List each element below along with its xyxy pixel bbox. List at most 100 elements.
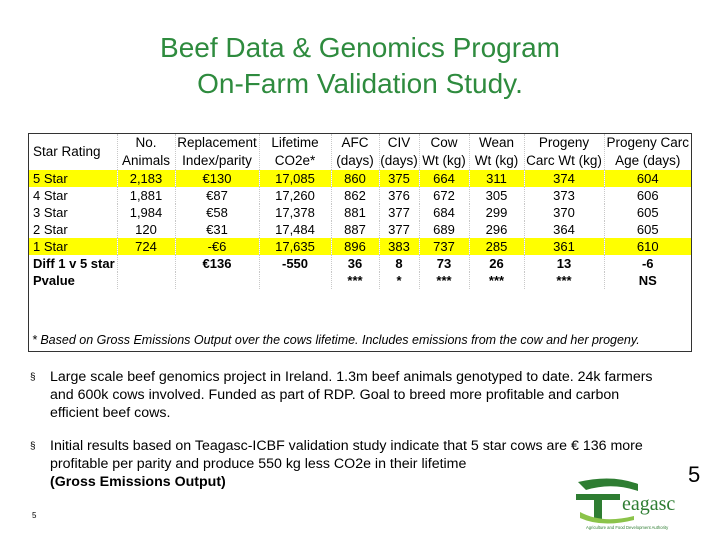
table-cell xyxy=(174,272,259,289)
table-cell: 311 xyxy=(468,170,524,187)
table-cell: €87 xyxy=(174,187,259,204)
table-cell: 605 xyxy=(603,204,691,221)
bullet-bold-text: (Gross Emissions Output) xyxy=(50,474,226,490)
column-header-line: (days) xyxy=(380,153,418,168)
row-label: 3 Star xyxy=(33,205,68,220)
table-cell: 604 xyxy=(603,170,691,187)
column-header-line: Progeny xyxy=(538,135,590,150)
table-row: 3 Star 1,984 €58 17,378 881 377 684 299 370 605 xyxy=(29,204,691,221)
bullet-list: § Large scale beef genomics project in I… xyxy=(30,368,670,506)
table-header: Star Rating No. Animals Replacement Index/pa… xyxy=(29,134,691,170)
table-cell: 305 xyxy=(468,187,524,204)
row-label: 4 Star xyxy=(33,188,68,203)
teagasc-logo: eagasc Agriculture and Food Development … xyxy=(576,478,675,530)
bullet-item-genomics: § Large scale beef genomics project in I… xyxy=(30,368,670,422)
table-cell: *** xyxy=(330,272,379,289)
table-row: 4 Star 1,881 €87 17,260 862 376 672 305 373 606 xyxy=(29,187,691,204)
bullet-marker: § xyxy=(30,372,36,383)
table-cell: NS xyxy=(603,272,691,289)
row-label: Pvalue xyxy=(33,273,75,288)
row-label: 5 Star xyxy=(29,170,117,187)
column-header: Wean Wt (kg) xyxy=(468,134,524,170)
table-row: Diff 1 v 5 star €136 -550 36 8 73 26 13 -6 xyxy=(29,255,691,272)
table-cell: 17,260 xyxy=(258,187,331,204)
column-header-line: (days) xyxy=(336,153,374,168)
table-cell: -550 xyxy=(258,255,331,272)
column-header-line: Replacement xyxy=(177,135,257,150)
table-cell: 610 xyxy=(603,238,691,255)
table-cell: 285 xyxy=(468,238,524,255)
column-header-line: No. xyxy=(135,135,157,150)
column-header-line: AFC xyxy=(341,135,369,150)
slide-title: Beef Data & Genomics Program On-Farm Val… xyxy=(0,30,720,102)
slide-number: 5 xyxy=(688,462,701,487)
row-label: 1 Star xyxy=(29,238,117,255)
table-row: 2 Star 120 €31 17,484 887 377 689 296 364 605 xyxy=(29,221,691,238)
table-cell: 724 xyxy=(116,238,175,255)
table-cell: 1,984 xyxy=(116,204,175,221)
table-cell: 737 xyxy=(418,238,469,255)
table-cell: 370 xyxy=(523,204,604,221)
logo-swoosh-bottom xyxy=(580,512,634,524)
table-cell: 73 xyxy=(418,255,469,272)
table-row: Pvalue *** * *** *** *** NS xyxy=(29,272,691,289)
bullet-marker: § xyxy=(30,441,36,452)
table-footnote: * Based on Gross Emissions Output over t… xyxy=(32,333,640,347)
table-row: 1 Star 724 -€6 17,635 896 383 737 285 361 610 xyxy=(29,238,691,255)
column-header-line: Age (days) xyxy=(615,153,681,168)
table-cell: 606 xyxy=(603,187,691,204)
table-cell: 17,085 xyxy=(258,170,331,187)
column-header: Progeny Carc Wt (kg) xyxy=(523,134,604,170)
table-cell: 605 xyxy=(603,221,691,238)
table-cell: 377 xyxy=(378,221,419,238)
column-header-line: Progeny Carc xyxy=(606,135,690,150)
table-cell: 8 xyxy=(378,255,419,272)
table-cell: *** xyxy=(523,272,604,289)
column-header-line: CIV xyxy=(387,135,411,150)
row-label: Diff 1 v 5 star xyxy=(33,256,115,271)
table-cell: 376 xyxy=(378,187,419,204)
column-header: AFC (days) xyxy=(330,134,379,170)
table-cell: 862 xyxy=(330,187,379,204)
table-cell: 17,378 xyxy=(258,204,331,221)
table-cell: 26 xyxy=(468,255,524,272)
table-cell: 881 xyxy=(330,204,379,221)
column-header-line: CO2e* xyxy=(274,153,316,168)
logo-wordmark: eagasc xyxy=(622,493,675,515)
table-cell: 373 xyxy=(523,187,604,204)
table-cell: * xyxy=(378,272,419,289)
column-header-line: Star Rating xyxy=(33,144,101,159)
logo-t-mark xyxy=(576,494,620,520)
table-cell: -€6 xyxy=(174,238,259,255)
table-cell: 120 xyxy=(116,221,175,238)
column-header: Star Rating xyxy=(29,134,117,170)
table-cell: *** xyxy=(468,272,524,289)
column-header: No. Animals xyxy=(116,134,175,170)
table-cell: 299 xyxy=(468,204,524,221)
table-cell: 377 xyxy=(378,204,419,221)
table-cell: 17,635 xyxy=(258,238,331,255)
table-cell: €130 xyxy=(174,170,259,187)
table-cell: 383 xyxy=(378,238,419,255)
title-line-2: On-Farm Validation Study. xyxy=(197,68,523,99)
table-cell: 374 xyxy=(523,170,604,187)
table-cell: 375 xyxy=(378,170,419,187)
column-header: Replacement Index/parity xyxy=(174,134,259,170)
page-number: 5 xyxy=(32,511,37,520)
table-cell: 361 xyxy=(523,238,604,255)
bullet-item-results: § Initial results based on Teagasc-ICBF … xyxy=(30,437,670,491)
logo-swoosh-top xyxy=(578,478,638,491)
table-cell: -6 xyxy=(603,255,691,272)
table-cell: 1,881 xyxy=(116,187,175,204)
table-body: 5 Star 2,183 €130 17,085 860 375 664 311 374 604 4… xyxy=(29,170,691,289)
header-row: Star Rating No. Animals Replacement Index/pa… xyxy=(29,134,691,170)
results-table: Star Rating No. Animals Replacement Index/pa… xyxy=(29,134,691,289)
column-header-line: Cow xyxy=(430,135,458,150)
table-cell: 36 xyxy=(330,255,379,272)
column-header-line: Wean xyxy=(478,135,515,150)
table-cell: 860 xyxy=(330,170,379,187)
table-cell: 689 xyxy=(418,221,469,238)
table-row: 5 Star 2,183 €130 17,085 860 375 664 311 374 604 xyxy=(29,170,691,187)
column-header-line: Wt (kg) xyxy=(474,153,519,168)
table-cell: 364 xyxy=(523,221,604,238)
